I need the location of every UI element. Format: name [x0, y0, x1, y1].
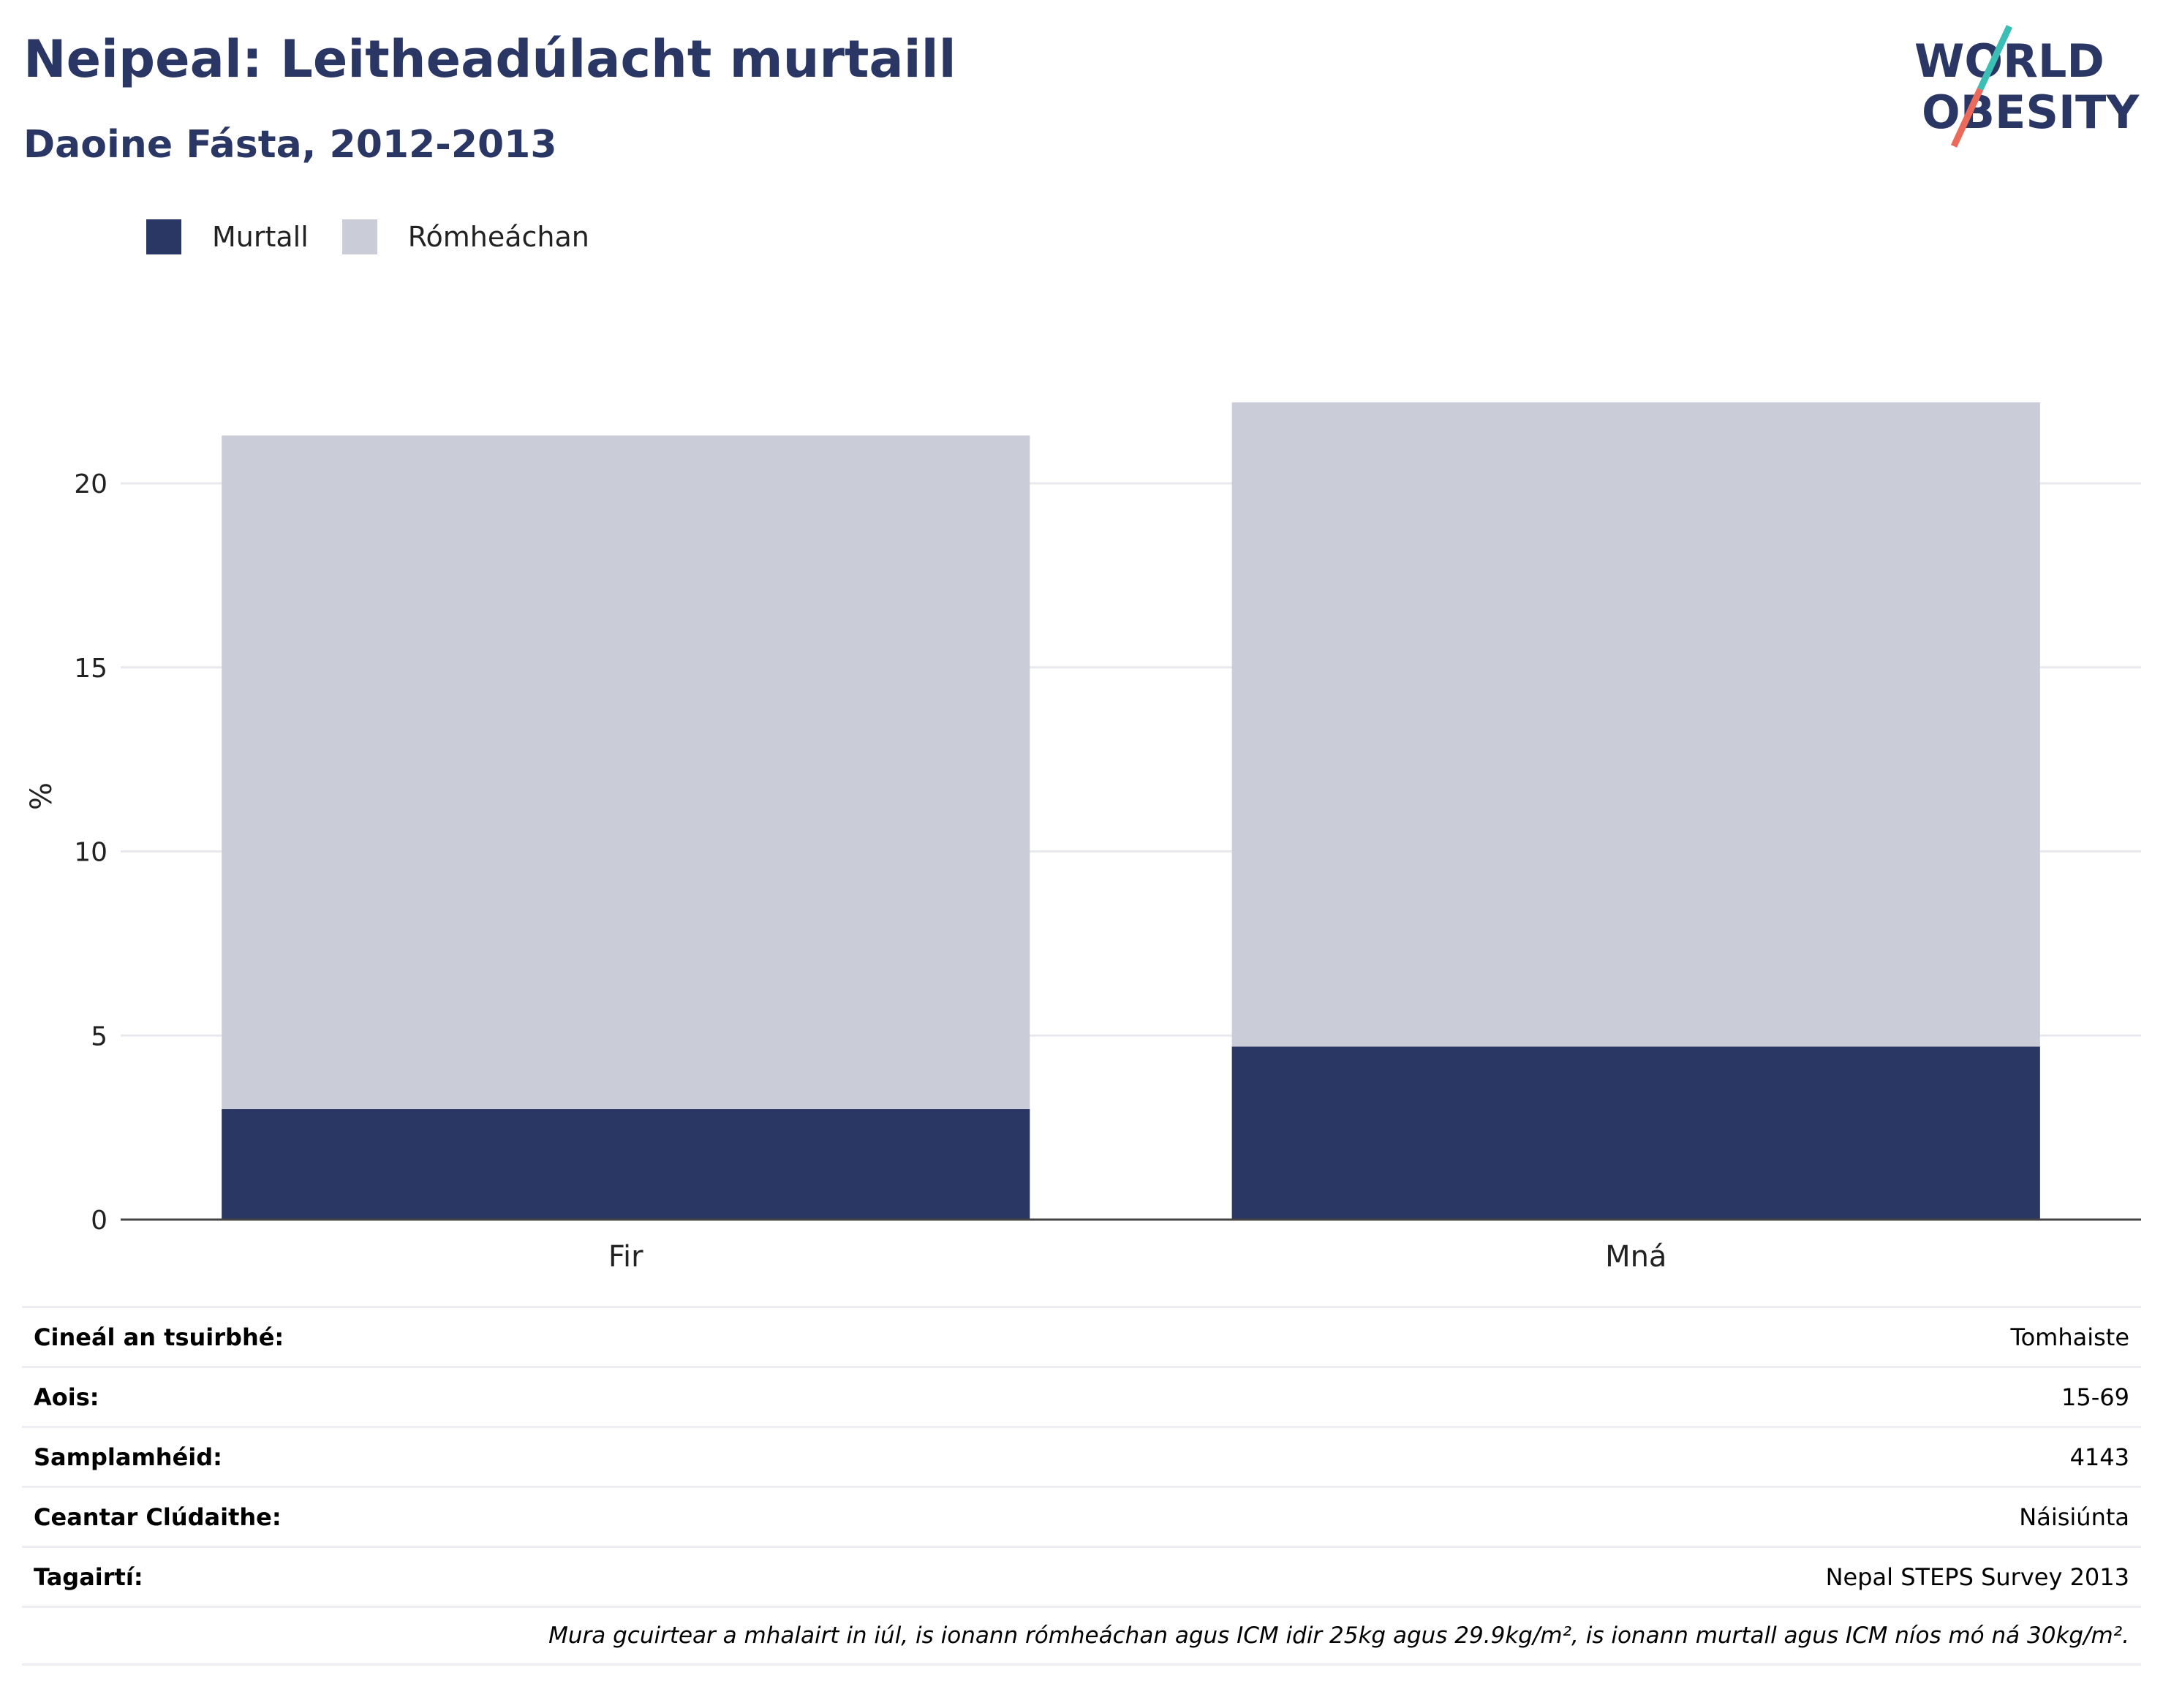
row-value: Tomhaiste: [2010, 1323, 2129, 1351]
world-obesity-logo: WORLD OBESITY: [1914, 25, 2140, 148]
legend-item-obesity[interactable]: Murtall: [146, 219, 309, 254]
table-row: Cineál an tsuirbhé: Tomhaiste: [22, 1306, 2141, 1366]
bar-overweight-1: [1231, 402, 2040, 1047]
footnote: Mura gcuirtear a mhalairt in iúl, is ion…: [548, 1622, 2129, 1649]
logo-text-obesity: OBESITY: [1922, 86, 2140, 139]
footnote-row: Mura gcuirtear a mhalairt in iúl, is ion…: [22, 1606, 2141, 1666]
row-value: Náisiúnta: [2019, 1503, 2129, 1531]
logo-text-world: WORLD: [1914, 34, 2105, 88]
x-tick-label: Mná: [1605, 1240, 1666, 1272]
legend-swatch-obesity: [146, 219, 181, 254]
table-row: Samplamhéid: 4143: [22, 1426, 2141, 1486]
y-tick-label: 5: [91, 1021, 107, 1051]
x-tick-label: Fir: [608, 1240, 643, 1272]
bar-overweight-0: [222, 435, 1030, 1109]
legend-item-overweight[interactable]: Rómheáchan: [341, 219, 589, 254]
bar-obesity-1: [1231, 1046, 2040, 1220]
y-tick-label: 10: [74, 838, 107, 868]
legend-swatch-overweight: [341, 219, 377, 254]
legend-label-obesity: Murtall: [212, 221, 309, 253]
bar-obesity-0: [222, 1108, 1030, 1220]
info-table: Cineál an tsuirbhé: Tomhaiste Aois: 15-6…: [22, 1306, 2141, 1666]
row-value: 4143: [2069, 1443, 2129, 1471]
legend-label-overweight: Rómheáchan: [407, 221, 589, 253]
legend: Murtall Rómheáchan: [146, 216, 623, 257]
y-tick-label: 15: [74, 654, 107, 684]
table-row: Ceantar Clúdaithe: Náisiúnta: [22, 1486, 2141, 1546]
y-axis-label: %: [25, 782, 58, 810]
row-label: Samplamhéid:: [34, 1443, 222, 1471]
chart-title: Neipeal: Leitheadúlacht murtaill: [23, 29, 956, 89]
row-label: Ceantar Clúdaithe:: [34, 1503, 282, 1531]
table-row: Aois: 15-69: [22, 1366, 2141, 1426]
row-label: Aois:: [34, 1383, 99, 1411]
stacked-bar-chart: 0 5 10 15 20% Fir Mná: [25, 402, 2141, 1272]
table-row: Tagairtí: Nepal STEPS Survey 2013: [22, 1546, 2141, 1606]
y-tick-label: 0: [91, 1206, 107, 1236]
row-label: Cineál an tsuirbhé:: [34, 1323, 284, 1351]
y-tick-label: 20: [74, 469, 107, 499]
row-value: Nepal STEPS Survey 2013: [1825, 1562, 2129, 1591]
chart-subtitle: Daoine Fásta, 2012-2013: [23, 123, 557, 167]
row-value: 15-69: [2061, 1383, 2129, 1411]
row-label: Tagairtí:: [34, 1562, 143, 1591]
